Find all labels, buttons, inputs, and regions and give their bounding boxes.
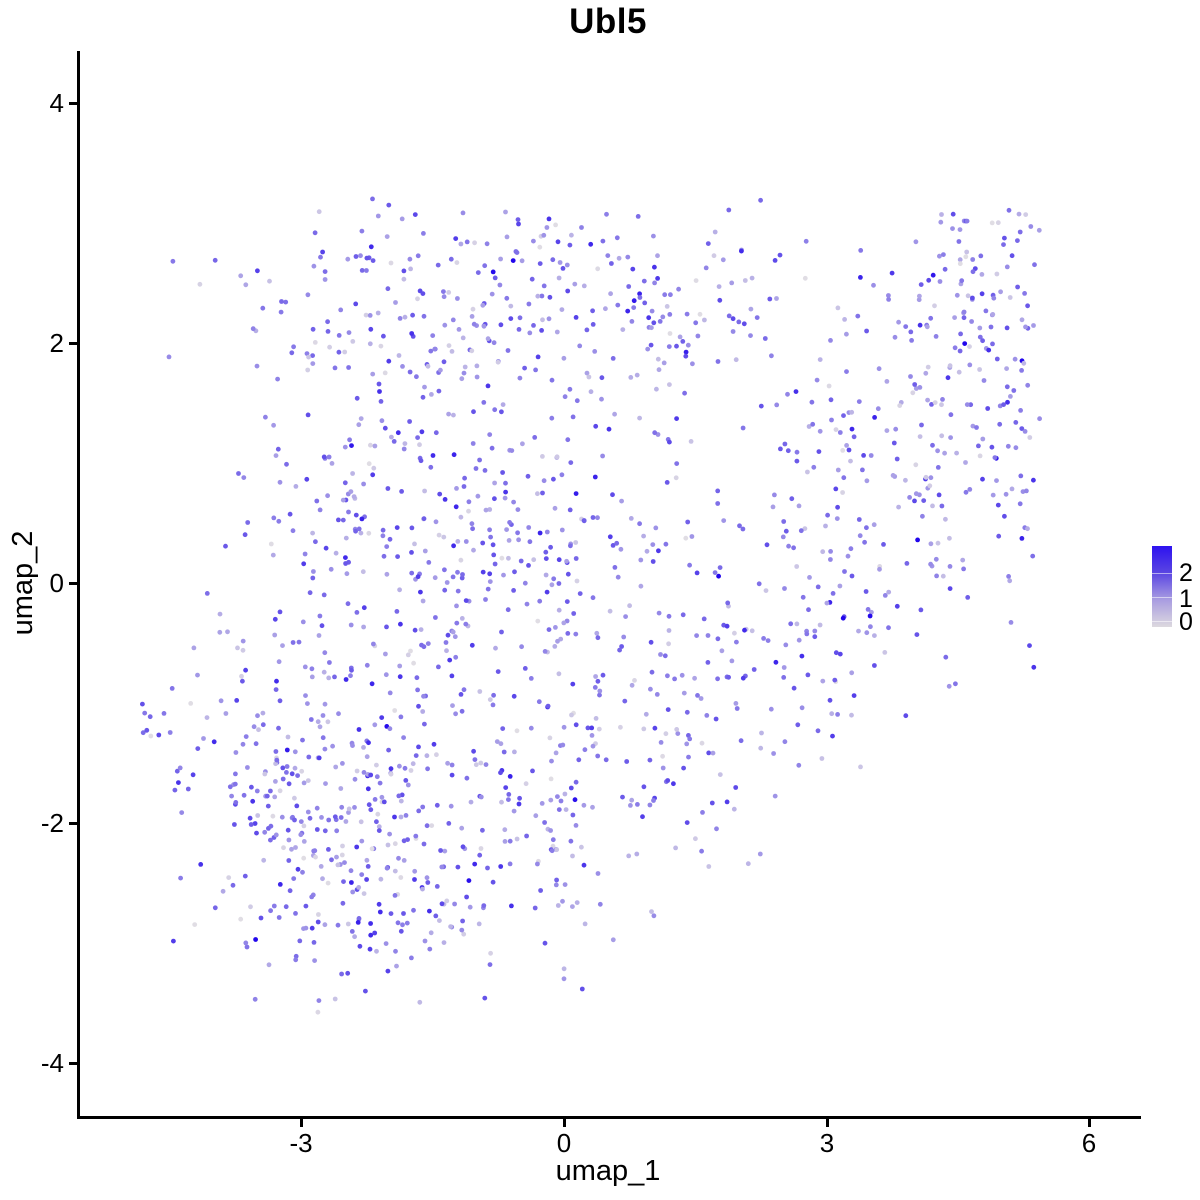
y-tick-label: -2 [40,808,64,838]
y-tick-label: 0 [49,568,64,598]
x-tick-label: 3 [819,1128,835,1158]
y-tick-mark [69,1062,77,1065]
x-tick-label: 6 [1081,1128,1097,1158]
colorbar-tick [1152,621,1172,622]
x-tick-label: 0 [556,1128,572,1158]
x-tick-mark [300,1119,303,1127]
y-tick-mark [69,342,77,345]
y-axis-line [77,51,80,1119]
y-tick-label: -4 [40,1048,64,1078]
y-tick-mark [69,822,77,825]
y-tick-mark [69,102,77,105]
legend-label-1: 1 [1179,585,1193,613]
y-tick-label: 4 [49,88,64,118]
colorbar-gradient [1152,546,1172,627]
x-tick-label: -3 [289,1128,313,1158]
x-tick-mark [826,1119,829,1127]
scatter-points [140,196,1042,1015]
y-tick-label: 2 [49,328,64,358]
x-axis-title: umap_1 [555,1155,661,1187]
legend-label-0: 0 [1179,608,1193,636]
colorbar-tick [1152,597,1172,598]
x-tick-mark [1088,1119,1091,1127]
legend-label-2: 2 [1179,559,1193,587]
plot-panel [80,51,1138,1116]
plot-title: Ubl5 [569,2,647,41]
y-tick-mark [69,582,77,585]
x-axis-line [77,1116,1141,1119]
y-axis-title: umap_2 [7,530,39,636]
colorbar-tick [1152,573,1172,574]
x-tick-mark [563,1119,566,1127]
